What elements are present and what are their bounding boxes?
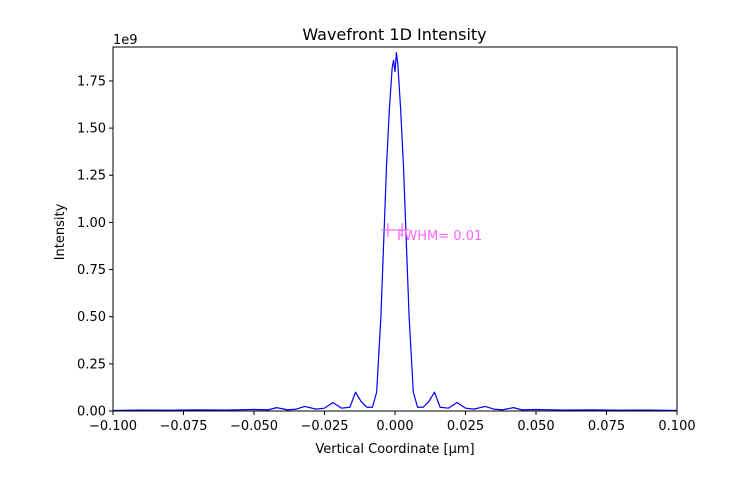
x-tick-label: −0.025 xyxy=(300,419,348,434)
axes-frame xyxy=(112,46,678,412)
x-tick-label: 0.050 xyxy=(517,419,554,434)
intensity-line xyxy=(113,52,677,411)
x-axis-label: Vertical Coordinate [μm] xyxy=(315,442,474,457)
y-tick-label: 1.75 xyxy=(77,74,106,89)
fwhm-annotation: FWHM= 0.01 xyxy=(380,222,482,244)
y-tick-label: 1.00 xyxy=(77,216,106,231)
fwhm-label: FWHM= 0.01 xyxy=(397,229,482,244)
y-axis: 0.00 0.25 0.50 0.75 1.00 1.25 1.50 1.75 xyxy=(77,74,113,420)
x-tick-label: 0.000 xyxy=(376,419,413,434)
x-tick-label: 0.025 xyxy=(447,419,484,434)
y-axis-label: Intensity xyxy=(53,203,68,260)
x-tick-label: −0.050 xyxy=(230,419,278,434)
y-offset-label: 1e9 xyxy=(113,33,138,48)
fwhm-marker xyxy=(380,222,395,237)
plot-area xyxy=(113,52,677,411)
y-tick-label: 1.25 xyxy=(77,169,106,184)
x-tick-label: −0.075 xyxy=(159,419,207,434)
y-tick-label: 0.50 xyxy=(77,310,106,325)
y-tick-label: 0.25 xyxy=(77,357,106,372)
x-tick-label: −0.100 xyxy=(89,419,137,434)
x-axis: −0.100 −0.075 −0.050 −0.025 0.000 0.025 0.050 0… xyxy=(89,411,696,434)
y-tick-label: 0.00 xyxy=(77,405,106,420)
chart-title: Wavefront 1D Intensity xyxy=(302,25,486,44)
x-tick-label: 0.100 xyxy=(658,419,695,434)
fwhm-marker xyxy=(395,222,410,237)
y-tick-label: 1.50 xyxy=(77,122,106,137)
y-tick-label: 0.75 xyxy=(77,263,106,278)
x-tick-label: 0.075 xyxy=(588,419,625,434)
